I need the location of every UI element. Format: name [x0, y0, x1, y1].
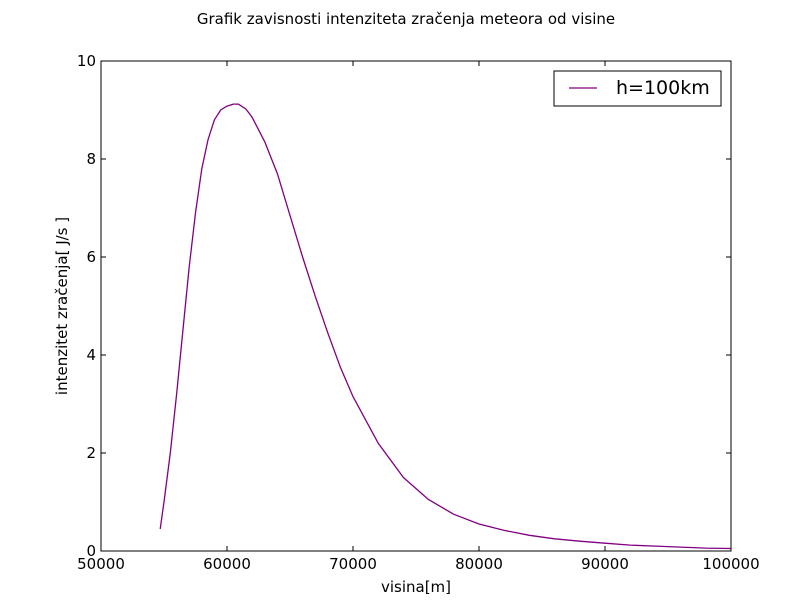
y-tick-label: 4 [86, 346, 96, 364]
plot-frame [100, 60, 732, 552]
y-axis-label: intenzitet zračenja[ J/s ] [53, 217, 71, 395]
axis-ticks: 50000 60000 70000 80000 90000 100000 0 2 4 6 8 10 [77, 52, 760, 573]
chart-title: Grafik zavisnosti intenziteta zračenja m… [197, 10, 615, 28]
x-tick-label: 100000 [702, 555, 759, 573]
plot-area [159, 103, 732, 550]
x-tick-label: 50000 [77, 555, 125, 573]
x-tick-label: 90000 [581, 555, 629, 573]
x-tick-label: 80000 [455, 555, 503, 573]
legend: h=100km [553, 70, 722, 107]
series-line-0 [159, 103, 732, 550]
y-tick-label: 6 [86, 248, 96, 266]
y-tick-label: 2 [86, 444, 96, 462]
y-tick-label: 8 [86, 150, 96, 168]
x-axis-label: visina[m] [381, 578, 451, 596]
x-tick-label: 70000 [329, 555, 377, 573]
y-tick-label: 0 [86, 542, 96, 560]
x-tick-label: 60000 [203, 555, 251, 573]
legend-label: h=100km [616, 77, 710, 99]
y-tick-label: 10 [77, 52, 96, 70]
